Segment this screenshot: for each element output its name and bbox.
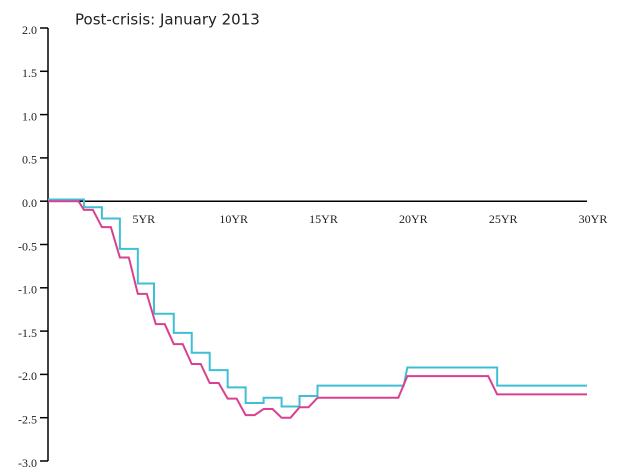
y-tick-label: 0.0 [22, 196, 37, 210]
chart-title: Post-crisis: January 2013 [75, 11, 260, 29]
x-tick-label: 10YR [219, 212, 248, 226]
y-tick-label: 1.0 [22, 109, 37, 123]
y-tick-label: -2.5 [18, 412, 37, 426]
y-tick-label: -0.5 [18, 239, 37, 253]
y-tick-label: -1.5 [18, 326, 37, 340]
y-tick-label: -3.0 [18, 456, 37, 470]
y-tick-label: 1.5 [22, 66, 37, 80]
series-line [48, 198, 587, 408]
x-tick-label: 25YR [489, 212, 518, 226]
x-tick-label: 30YR [579, 212, 608, 226]
y-tick-label: 0.5 [22, 153, 37, 167]
x-tick-label: 15YR [309, 212, 338, 226]
y-tick-label: -1.0 [18, 283, 37, 297]
y-tick-label: -2.0 [18, 369, 37, 383]
y-tick-label: 2.0 [22, 23, 37, 37]
x-tick-label: 5YR [132, 212, 155, 226]
x-tick-label: 20YR [399, 212, 428, 226]
series-line [48, 200, 587, 419]
